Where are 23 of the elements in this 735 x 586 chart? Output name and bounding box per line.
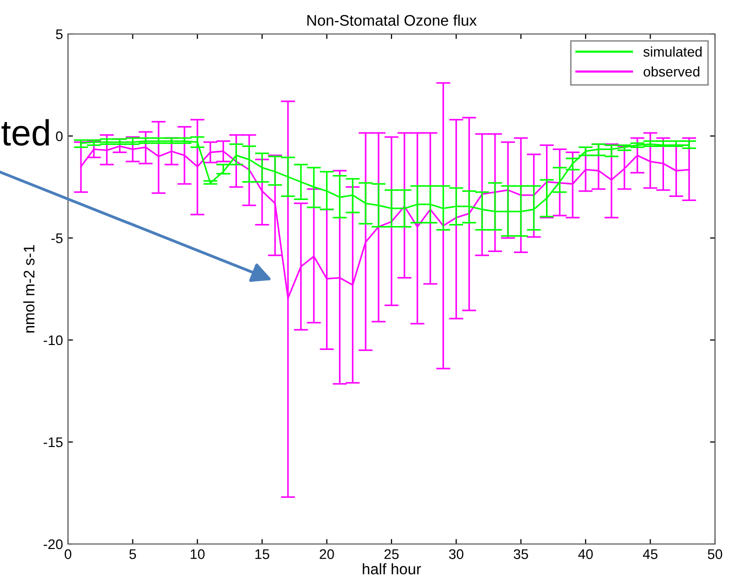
y-axis-title: nmol m-2 s-1: [23, 245, 34, 333]
x-tick-label: 10: [190, 549, 205, 560]
x-tick-label: 50: [708, 549, 722, 560]
x-tick-label: 30: [449, 549, 464, 560]
x-tick-label: 15: [255, 549, 270, 560]
y-tick-label: -20: [44, 539, 63, 550]
chart-title: Non-Stomatal Ozone flux: [307, 14, 477, 26]
y-tick-label: -10: [44, 335, 63, 346]
legend-label: simulated: [643, 46, 702, 57]
x-axis-title: half hour: [362, 563, 421, 574]
x-tick-label: 0: [64, 549, 72, 560]
x-tick-label: 20: [320, 549, 334, 560]
y-tick-label: 5: [56, 29, 63, 40]
x-tick-label: 25: [384, 549, 399, 560]
y-tick-label: 0: [56, 131, 63, 142]
x-tick-label: 5: [129, 549, 136, 560]
y-tick-label: -5: [51, 233, 63, 244]
x-tick-label: 35: [514, 549, 528, 560]
y-tick-label: -15: [44, 437, 63, 448]
x-tick-label: 40: [578, 549, 593, 560]
legend-label: observed: [644, 66, 700, 77]
x-tick-label: 45: [642, 549, 658, 560]
text: ted: [2, 119, 49, 146]
